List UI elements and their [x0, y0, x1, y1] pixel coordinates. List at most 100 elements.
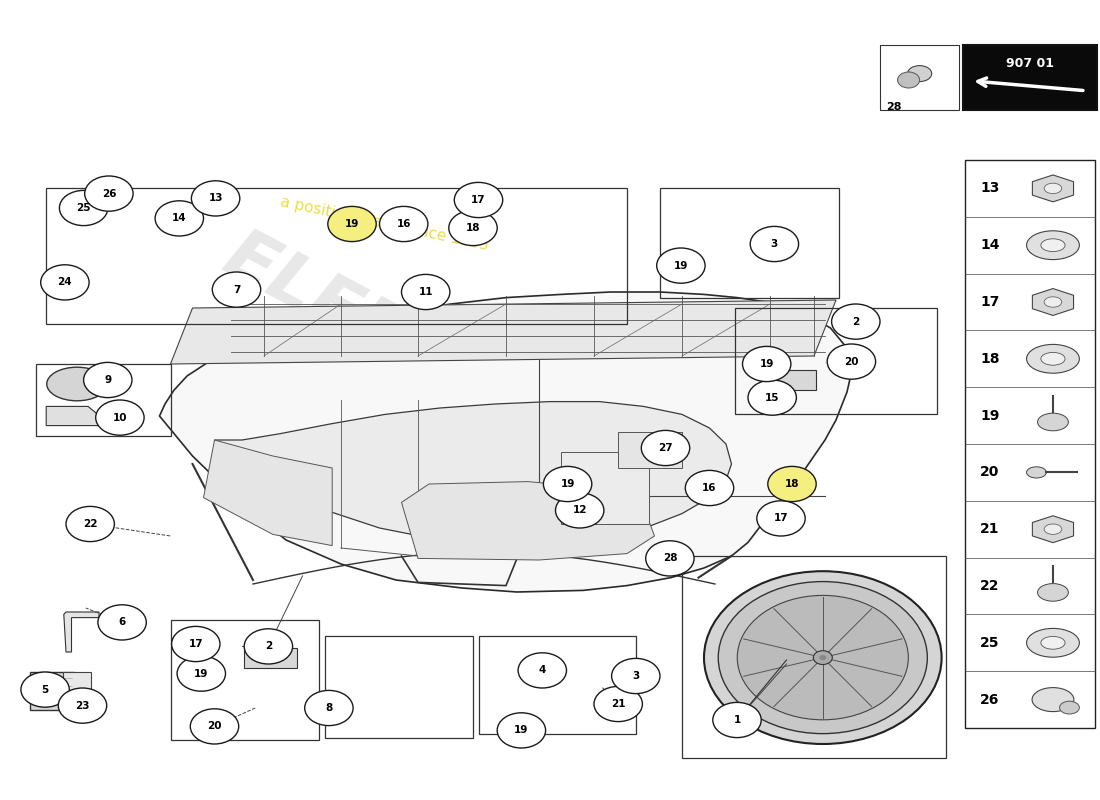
Circle shape: [556, 493, 604, 528]
Ellipse shape: [1026, 231, 1079, 259]
Ellipse shape: [908, 66, 932, 82]
Text: 5: 5: [42, 685, 48, 694]
Ellipse shape: [1044, 297, 1061, 307]
Text: 18: 18: [784, 479, 800, 489]
Circle shape: [657, 248, 705, 283]
Circle shape: [820, 655, 826, 660]
Bar: [36, 364, 170, 436]
Circle shape: [898, 72, 920, 88]
Circle shape: [685, 470, 734, 506]
Polygon shape: [1033, 289, 1074, 315]
Circle shape: [594, 686, 642, 722]
Circle shape: [155, 201, 204, 236]
Polygon shape: [170, 300, 836, 364]
Ellipse shape: [1026, 629, 1079, 658]
Circle shape: [328, 206, 376, 242]
Ellipse shape: [1059, 701, 1079, 714]
Circle shape: [58, 688, 107, 723]
Circle shape: [191, 181, 240, 216]
Bar: [660, 188, 839, 298]
Bar: [30, 672, 74, 710]
Circle shape: [704, 571, 942, 744]
Text: 20: 20: [980, 466, 1000, 479]
Circle shape: [172, 626, 220, 662]
Text: 25: 25: [980, 636, 1000, 650]
Polygon shape: [402, 482, 654, 560]
Circle shape: [641, 430, 690, 466]
Text: 16: 16: [396, 219, 411, 229]
Text: ELEDIAGRAM: ELEDIAGRAM: [212, 221, 712, 531]
Polygon shape: [204, 440, 332, 546]
Text: 17: 17: [471, 195, 486, 205]
Circle shape: [827, 344, 876, 379]
Circle shape: [768, 466, 816, 502]
Text: 907 01: 907 01: [1005, 57, 1054, 70]
Polygon shape: [1033, 175, 1074, 202]
Circle shape: [84, 362, 132, 398]
Text: 10: 10: [112, 413, 128, 422]
Polygon shape: [1033, 516, 1074, 542]
Bar: [735, 308, 937, 414]
Text: 26: 26: [101, 189, 117, 198]
Text: 25: 25: [76, 203, 91, 213]
Ellipse shape: [1037, 414, 1068, 431]
Polygon shape: [160, 292, 852, 592]
Bar: [324, 636, 473, 738]
Ellipse shape: [47, 367, 108, 401]
Text: 13: 13: [208, 194, 223, 203]
Circle shape: [449, 210, 497, 246]
Bar: [618, 432, 682, 468]
Circle shape: [402, 274, 450, 310]
Text: 19: 19: [194, 669, 209, 678]
Text: 7: 7: [233, 285, 240, 294]
Text: a position: parts since 1985: a position: parts since 1985: [279, 194, 491, 254]
Circle shape: [190, 709, 239, 744]
Circle shape: [612, 658, 660, 694]
Circle shape: [212, 272, 261, 307]
Text: 3: 3: [771, 239, 778, 249]
Text: 18: 18: [980, 352, 1000, 366]
Circle shape: [813, 650, 833, 665]
Text: 19: 19: [980, 409, 1000, 422]
Text: 14: 14: [980, 238, 1000, 252]
Text: 16: 16: [702, 483, 717, 493]
Circle shape: [518, 653, 567, 688]
Circle shape: [59, 190, 108, 226]
Circle shape: [737, 595, 909, 720]
Circle shape: [832, 304, 880, 339]
Bar: [561, 452, 649, 524]
Circle shape: [748, 380, 796, 415]
Text: 28: 28: [662, 554, 678, 563]
Circle shape: [244, 629, 293, 664]
Circle shape: [66, 506, 114, 542]
Ellipse shape: [1041, 239, 1065, 251]
Ellipse shape: [1026, 467, 1046, 478]
Circle shape: [497, 713, 546, 748]
Circle shape: [454, 182, 503, 218]
Text: 17: 17: [980, 295, 1000, 309]
Text: 2: 2: [852, 317, 859, 326]
Text: 3: 3: [632, 671, 639, 681]
Circle shape: [85, 176, 133, 211]
Text: 12: 12: [572, 506, 587, 515]
Bar: [761, 370, 816, 390]
Circle shape: [177, 656, 225, 691]
Text: 27: 27: [658, 443, 673, 453]
Circle shape: [742, 346, 791, 382]
Circle shape: [757, 501, 805, 536]
Text: 24: 24: [57, 278, 73, 287]
Polygon shape: [214, 402, 732, 546]
Bar: [244, 648, 297, 668]
Circle shape: [41, 265, 89, 300]
Text: 2: 2: [265, 642, 272, 651]
Circle shape: [646, 541, 694, 576]
Bar: [170, 620, 319, 740]
Text: 23: 23: [75, 701, 90, 710]
Text: 13: 13: [980, 182, 1000, 195]
Text: 21: 21: [610, 699, 626, 709]
Circle shape: [21, 672, 69, 707]
Bar: [682, 556, 946, 758]
Bar: [880, 45, 959, 110]
Text: 11: 11: [418, 287, 433, 297]
Bar: [962, 45, 1097, 110]
